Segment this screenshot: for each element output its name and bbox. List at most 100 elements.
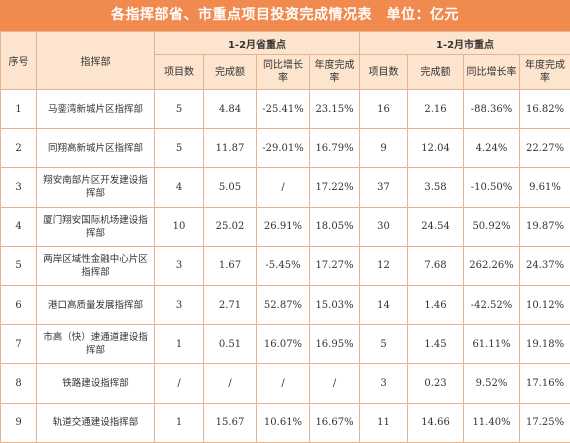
cell-dept-name: 港口高质量发展指挥部: [37, 285, 155, 324]
cell-seq: 3: [1, 168, 37, 207]
cell-prov-count: 5: [155, 90, 204, 129]
cell-city-amount: 1.45: [408, 325, 464, 364]
header-city-annual: 年度完成率: [520, 55, 570, 90]
header-city-amount: 完成额: [408, 55, 464, 90]
table-row: 1 马銮湾新城片区指挥部 5 4.84 -25.41% 23.15% 16 2.…: [1, 90, 570, 129]
cell-seq: 7: [1, 325, 37, 364]
cell-prov-annual: 23.15%: [310, 90, 360, 129]
cell-city-amount: 14.66: [408, 403, 464, 442]
cell-prov-count: 1: [155, 403, 204, 442]
cell-city-amount: 7.68: [408, 246, 464, 285]
cell-dept-name: 翔安南部片区开发建设指挥部: [37, 168, 155, 207]
cell-seq: 6: [1, 285, 37, 324]
cell-city-annual: 22.27%: [520, 129, 570, 168]
cell-dept-name: 同翔高新城片区指挥部: [37, 129, 155, 168]
cell-city-annual: 16.82%: [520, 90, 570, 129]
cell-dept-name: 市高（快）速通道建设指挥部: [37, 325, 155, 364]
cell-dept-name: 厦门翔安国际机场建设指挥部: [37, 207, 155, 246]
cell-dept-name: 铁路建设指挥部: [37, 364, 155, 403]
cell-city-annual: 19.87%: [520, 207, 570, 246]
cell-prov-annual: 16.95%: [310, 325, 360, 364]
cell-prov-growth: 10.61%: [257, 403, 310, 442]
cell-city-annual: 17.25%: [520, 403, 570, 442]
cell-city-amount: 12.04: [408, 129, 464, 168]
table-row: 3 翔安南部片区开发建设指挥部 4 5.05 / 17.22% 37 3.58 …: [1, 168, 570, 207]
cell-city-annual: 24.37%: [520, 246, 570, 285]
header-seq: 序号: [1, 32, 37, 90]
cell-dept-name: 轨道交通建设指挥部: [37, 403, 155, 442]
header-prov-amount: 完成额: [204, 55, 257, 90]
cell-prov-amount: 1.67: [204, 246, 257, 285]
cell-prov-count: 3: [155, 246, 204, 285]
cell-city-annual: 19.18%: [520, 325, 570, 364]
cell-city-amount: 0.23: [408, 364, 464, 403]
table-row: 8 铁路建设指挥部 / / / / 3 0.23 9.52% 17.16%: [1, 364, 570, 403]
cell-prov-annual: /: [310, 364, 360, 403]
cell-prov-amount: 0.51: [204, 325, 257, 364]
table-title: 各指挥部省、市重点项目投资完成情况表 单位：亿元: [0, 0, 570, 31]
cell-city-count: 9: [360, 129, 408, 168]
cell-city-count: 16: [360, 90, 408, 129]
cell-prov-growth: -25.41%: [257, 90, 310, 129]
cell-prov-count: 1: [155, 325, 204, 364]
header-dept: 指挥部: [37, 32, 155, 90]
header-prov-annual: 年度完成率: [310, 55, 360, 90]
investment-table: 序号 指挥部 1-2月省重点 1-2月市重点 项目数 完成额 同比增长率 年度完…: [0, 31, 570, 443]
cell-prov-count: 3: [155, 285, 204, 324]
cell-prov-amount: /: [204, 364, 257, 403]
cell-seq: 2: [1, 129, 37, 168]
cell-prov-count: 10: [155, 207, 204, 246]
cell-prov-annual: 18.05%: [310, 207, 360, 246]
cell-city-count: 14: [360, 285, 408, 324]
cell-city-count: 3: [360, 364, 408, 403]
cell-prov-amount: 25.02: [204, 207, 257, 246]
cell-city-amount: 2.16: [408, 90, 464, 129]
cell-city-growth: 11.40%: [464, 403, 520, 442]
table-row: 5 两岸区域性金融中心片区指挥部 3 1.67 -5.45% 17.27% 12…: [1, 246, 570, 285]
cell-prov-count: 5: [155, 129, 204, 168]
cell-prov-annual: 15.03%: [310, 285, 360, 324]
cell-prov-count: /: [155, 364, 204, 403]
table-row: 2 同翔高新城片区指挥部 5 11.87 -29.01% 16.79% 9 12…: [1, 129, 570, 168]
header-city-count: 项目数: [360, 55, 408, 90]
cell-city-count: 11: [360, 403, 408, 442]
cell-prov-amount: 11.87: [204, 129, 257, 168]
cell-city-count: 12: [360, 246, 408, 285]
cell-prov-growth: /: [257, 364, 310, 403]
cell-city-annual: 10.12%: [520, 285, 570, 324]
cell-city-growth: -10.50%: [464, 168, 520, 207]
cell-prov-amount: 15.67: [204, 403, 257, 442]
cell-city-count: 30: [360, 207, 408, 246]
cell-prov-growth: 52.87%: [257, 285, 310, 324]
cell-seq: 5: [1, 246, 37, 285]
cell-prov-count: 4: [155, 168, 204, 207]
cell-city-annual: 9.61%: [520, 168, 570, 207]
table-row: 7 市高（快）速通道建设指挥部 1 0.51 16.07% 16.95% 5 1…: [1, 325, 570, 364]
cell-city-annual: 17.16%: [520, 364, 570, 403]
cell-city-amount: 1.46: [408, 285, 464, 324]
header-prov-growth: 同比增长率: [257, 55, 310, 90]
cell-city-amount: 3.58: [408, 168, 464, 207]
cell-seq: 9: [1, 403, 37, 442]
cell-prov-growth: /: [257, 168, 310, 207]
cell-prov-growth: 26.91%: [257, 207, 310, 246]
cell-prov-amount: 4.84: [204, 90, 257, 129]
table-row: 4 厦门翔安国际机场建设指挥部 10 25.02 26.91% 18.05% 3…: [1, 207, 570, 246]
cell-dept-name: 两岸区域性金融中心片区指挥部: [37, 246, 155, 285]
cell-city-count: 5: [360, 325, 408, 364]
cell-city-growth: 4.24%: [464, 129, 520, 168]
cell-prov-growth: 16.07%: [257, 325, 310, 364]
cell-prov-annual: 17.22%: [310, 168, 360, 207]
cell-city-growth: 9.52%: [464, 364, 520, 403]
cell-seq: 4: [1, 207, 37, 246]
cell-seq: 8: [1, 364, 37, 403]
cell-dept-name: 马銮湾新城片区指挥部: [37, 90, 155, 129]
header-group-provincial: 1-2月省重点: [155, 32, 360, 55]
table-row: 9 轨道交通建设指挥部 1 15.67 10.61% 16.67% 11 14.…: [1, 403, 570, 442]
cell-prov-amount: 5.05: [204, 168, 257, 207]
cell-city-count: 37: [360, 168, 408, 207]
cell-seq: 1: [1, 90, 37, 129]
header-group-city: 1-2月市重点: [360, 32, 570, 55]
cell-city-growth: 50.92%: [464, 207, 520, 246]
